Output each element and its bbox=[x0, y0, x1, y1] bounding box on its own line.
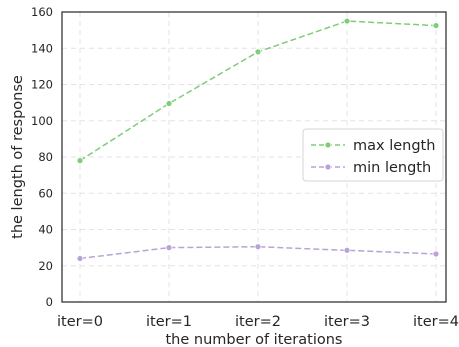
series-min-length bbox=[76, 243, 440, 262]
x-tick-label: iter=1 bbox=[146, 314, 192, 330]
y-tick-label: 20 bbox=[38, 259, 53, 273]
data-point bbox=[343, 246, 351, 254]
legend-label-min-length: min length bbox=[353, 160, 431, 176]
data-point bbox=[432, 22, 440, 29]
y-tick-label: 80 bbox=[38, 150, 53, 164]
y-tick-label: 100 bbox=[31, 114, 53, 128]
y-tick-label: 160 bbox=[31, 5, 53, 19]
legend-marker-max-length bbox=[324, 141, 332, 149]
plot-frame bbox=[61, 11, 447, 303]
y-tick-label: 0 bbox=[46, 295, 53, 309]
data-point bbox=[76, 157, 84, 165]
data-point bbox=[165, 100, 173, 107]
x-axis-ticks: iter=0 iter=1 iter=2 iter=3 iter=4 bbox=[57, 314, 459, 330]
data-point bbox=[343, 17, 351, 25]
legend-marker-min-length bbox=[324, 163, 332, 171]
legend: max length min length bbox=[302, 128, 444, 182]
series-line bbox=[79, 245, 437, 260]
series-max-length bbox=[76, 17, 440, 165]
y-axis-ticks: 0 20 40 60 80 100 120 140 160 bbox=[31, 5, 53, 309]
legend-box bbox=[302, 128, 444, 182]
data-point bbox=[165, 244, 173, 252]
data-point bbox=[76, 255, 84, 262]
y-axis-label: the length of response bbox=[10, 75, 26, 239]
data-point bbox=[254, 48, 262, 56]
y-tick-label: 140 bbox=[31, 41, 53, 55]
x-tick-label: iter=3 bbox=[324, 314, 370, 330]
series-layer bbox=[76, 17, 440, 262]
y-tick-label: 40 bbox=[38, 223, 53, 237]
x-tick-label: iter=0 bbox=[57, 314, 103, 330]
y-tick-label: 120 bbox=[31, 78, 53, 92]
x-tick-label: iter=2 bbox=[235, 314, 281, 330]
data-point bbox=[254, 243, 262, 251]
legend-label-max-length: max length bbox=[353, 138, 435, 154]
data-point bbox=[432, 250, 440, 258]
x-axis-label: the number of iterations bbox=[165, 332, 342, 347]
y-tick-label: 60 bbox=[38, 186, 53, 200]
x-tick-label: iter=4 bbox=[413, 314, 459, 330]
